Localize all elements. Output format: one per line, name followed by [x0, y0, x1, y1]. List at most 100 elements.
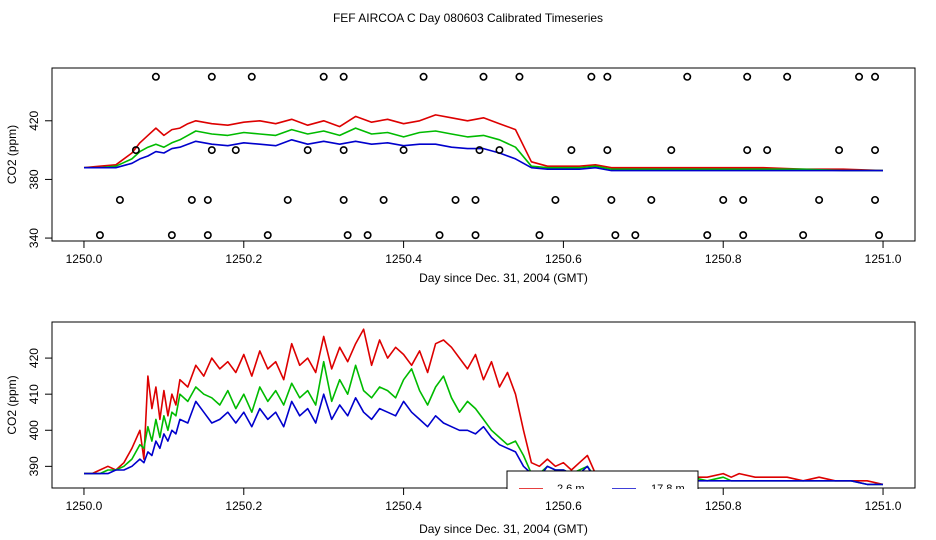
calibration-marker	[339, 146, 348, 155]
calibration-marker	[855, 72, 864, 81]
y-tick-label-top: 340	[27, 228, 41, 248]
calibration-marker	[95, 231, 104, 240]
calibration-marker	[207, 72, 216, 81]
calibration-marker	[739, 195, 748, 204]
legend-mask	[506, 489, 699, 497]
calibration-marker	[567, 146, 576, 155]
calibration-marker	[587, 72, 596, 81]
x-tick-label-bottom: 1250.6	[545, 499, 582, 513]
x-tick-label-top: 1250.8	[705, 252, 742, 266]
calibration-marker	[815, 195, 824, 204]
y-axis-bottom: 390 400 410 420	[27, 348, 52, 476]
x-tick-label-top: 1250.4	[385, 252, 422, 266]
calibration-marker	[871, 195, 880, 204]
calibration-marker	[167, 231, 176, 240]
calibration-marker	[399, 146, 408, 155]
calibration-marker	[339, 195, 348, 204]
calibration-marker	[611, 231, 620, 240]
calibration-marker	[151, 72, 160, 81]
calibration-marker	[667, 146, 676, 155]
x-axis-label-bottom: Day since Dec. 31, 2004 (GMT)	[419, 522, 588, 536]
y-tick-label-bottom: 420	[27, 348, 41, 368]
panel-bottom: 1250.0 1250.2 1250.4 1250.6 1250.8 1251.0 Day …	[5, 321, 916, 536]
calibration-marker	[603, 146, 612, 155]
calibration-marker	[283, 195, 292, 204]
series-line-red	[83, 114, 884, 172]
x-tick-label-bottom: 1250.4	[385, 499, 422, 513]
calibration-marker	[535, 231, 544, 240]
series-line-green	[84, 127, 883, 172]
y-tick-label-top: 420	[27, 110, 41, 130]
calibration-marker	[743, 72, 752, 81]
x-tick-label-top: 1250.6	[545, 252, 582, 266]
calibration-marker	[743, 146, 752, 155]
calibration-marker	[203, 195, 212, 204]
calibration-marker	[871, 72, 880, 81]
calibration-marker	[479, 72, 488, 81]
calibration-marker	[379, 195, 388, 204]
calibration-marker	[495, 146, 504, 155]
calibration-marker	[187, 195, 196, 204]
calibration-marker	[763, 146, 772, 155]
calibration-marker	[319, 72, 328, 81]
y-tick-label-bottom: 390	[27, 456, 41, 476]
calibration-marker	[471, 195, 480, 204]
x-tick-label-top: 1250.2	[225, 252, 262, 266]
x-tick-label-bottom: 1250.0	[66, 499, 103, 513]
x-tick-label-bottom: 1250.2	[225, 499, 262, 513]
legend: 2.6 m17.8 m	[506, 470, 699, 497]
calibration-marker	[603, 72, 612, 81]
x-tick-label-bottom: 1250.8	[705, 499, 742, 513]
panel-top: 1250.0 1250.2 1250.4 1250.6 1250.8 1251.0 Day …	[5, 67, 916, 285]
calibration-marker	[783, 72, 792, 81]
calibration-marker	[739, 231, 748, 240]
calibration-marker	[451, 195, 460, 204]
calibration-marker	[647, 195, 656, 204]
plot-area-top	[83, 114, 884, 172]
calibration-marker	[515, 72, 524, 81]
series-line-blue	[84, 139, 883, 172]
calibration-marker	[115, 195, 124, 204]
calibration-marker	[703, 231, 712, 240]
calibration-marker	[875, 231, 884, 240]
calibration-marker	[719, 195, 728, 204]
x-tick-label-top: 1251.0	[865, 252, 902, 266]
calibration-marker	[607, 195, 616, 204]
x-axis-bottom: 1250.0 1250.2 1250.4 1250.6 1250.8 1251.0	[66, 488, 902, 513]
x-tick-label-bottom: 1251.0	[865, 499, 902, 513]
calibration-marker	[339, 72, 348, 81]
y-axis-label-bottom: CO2 (ppm)	[5, 375, 19, 434]
y-axis-label-top: CO2 (ppm)	[5, 125, 19, 184]
calibration-marker	[419, 72, 428, 81]
calibration-marker	[799, 231, 808, 240]
y-tick-label-top: 380	[27, 169, 41, 189]
calibration-marker	[343, 231, 352, 240]
x-tick-label-top: 1250.0	[66, 252, 103, 266]
plot-frame-bottom	[51, 321, 916, 489]
x-axis-top: 1250.0 1250.2 1250.4 1250.6 1250.8 1251.0	[66, 241, 902, 266]
y-tick-label-bottom: 410	[27, 384, 41, 404]
calibration-marker	[631, 231, 640, 240]
plot-frame-top	[51, 67, 916, 242]
calibration-marker	[871, 146, 880, 155]
calibration-marker	[435, 231, 444, 240]
y-tick-label-bottom: 400	[27, 420, 41, 440]
calibration-marker	[263, 231, 272, 240]
calibration-marker	[231, 146, 240, 155]
calibration-marker	[203, 231, 212, 240]
calibration-marker	[303, 146, 312, 155]
calibration-marker	[363, 231, 372, 240]
calibration-marker	[835, 146, 844, 155]
chart-title: FEF AIRCOA C Day 080603 Calibrated Times…	[333, 11, 603, 25]
y-axis-top: 340 380 420	[27, 110, 52, 248]
calibration-marker	[551, 195, 560, 204]
calibration-marker	[247, 72, 256, 81]
calibration-marker	[471, 231, 480, 240]
marker-group	[95, 72, 884, 240]
calibration-marker	[475, 146, 484, 155]
calibration-marker	[207, 146, 216, 155]
calibration-marker	[131, 146, 140, 155]
x-axis-label-top: Day since Dec. 31, 2004 (GMT)	[419, 271, 588, 285]
